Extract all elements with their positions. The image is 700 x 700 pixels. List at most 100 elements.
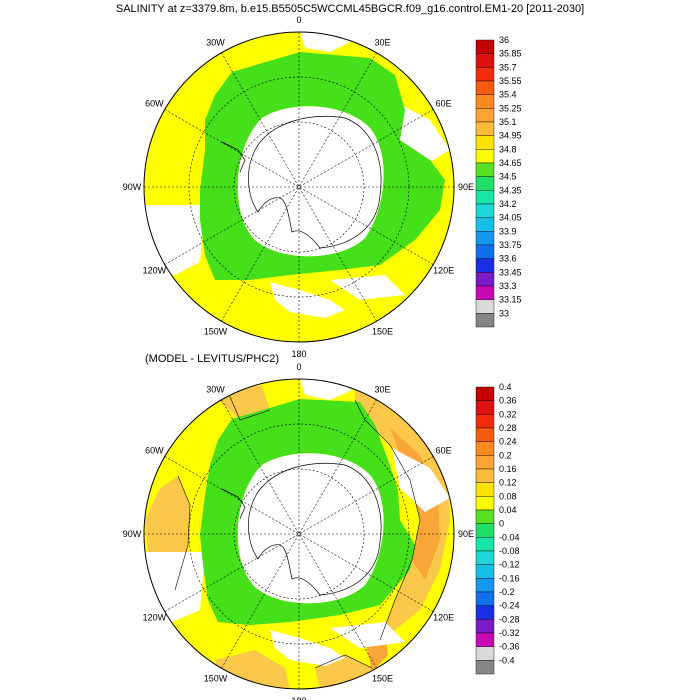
colorbar-tick-label: 0.08 [499, 491, 517, 501]
colorbar-tick-label: 35.4 [499, 90, 517, 100]
colorbar-swatch [475, 53, 495, 68]
longitude-label: 120E [433, 266, 454, 276]
colorbar-swatch [475, 244, 495, 259]
longitude-label: 60E [436, 99, 452, 109]
colorbar-tick-label: 35.7 [499, 62, 517, 72]
colorbar-swatch [475, 660, 495, 675]
colorbar-swatch [475, 313, 495, 328]
colorbar-swatch [475, 550, 495, 565]
colorbar-swatch [475, 400, 495, 415]
colorbar-tick-label: 34.35 [499, 185, 522, 195]
colorbar-tick-label: 35.55 [499, 76, 522, 86]
colorbar-swatch [475, 564, 495, 579]
colorbar-swatch [475, 578, 495, 593]
colorbar-tick-label: 33.3 [499, 281, 517, 291]
colorbar-swatch [475, 299, 495, 314]
salinity-map-border [143, 31, 455, 343]
difference-panel: (MODEL - LEVITUS/PHC2) [123, 353, 520, 700]
colorbar-tick-label: 0.36 [499, 396, 517, 406]
longitude-label: 60W [145, 99, 164, 109]
salinity-coastline [248, 115, 382, 249]
colorbar-tick-label: 35.25 [499, 103, 522, 113]
colorbar-swatch [475, 523, 495, 538]
colorbar-swatch [475, 94, 495, 109]
colorbar-swatch [475, 39, 495, 54]
colorbar-tick-label: 0.4 [499, 382, 512, 392]
longitude-label: 60W [145, 446, 164, 456]
longitude-label: 30W [206, 37, 225, 47]
salinity-missing-area [270, 282, 345, 318]
salinity-green-band [200, 52, 445, 280]
colorbar-swatch [475, 455, 495, 470]
colorbar-tick-label: 0.24 [499, 437, 517, 447]
colorbar-swatch [475, 537, 495, 552]
colorbar-tick-label: 0.12 [499, 478, 517, 488]
colorbar-swatch [475, 162, 495, 177]
salinity-colorbar: 36 35.85 35.7 35.55 35.4 35.25 35.1 34.95 34.8 34… [475, 35, 522, 328]
difference-contours [174, 384, 421, 669]
longitude-label: 120E [433, 613, 454, 623]
colorbar-tick-label: -0.08 [499, 546, 520, 556]
colorbar-swatch [475, 121, 495, 136]
colorbar-tick-label: 34.2 [499, 199, 517, 209]
longitude-label: 150E [372, 674, 393, 684]
colorbar-tick-label: -0.24 [499, 601, 520, 611]
colorbar-tick-label: 0 [499, 519, 504, 529]
longitude-label: 30W [206, 384, 225, 394]
longitude-label: 180 [291, 696, 306, 700]
colorbar-tick-label: 35.85 [499, 49, 522, 59]
colorbar-tick-label: -0.32 [499, 628, 520, 638]
difference-missing-area [392, 448, 450, 512]
colorbar-tick-label: 0.28 [499, 423, 517, 433]
colorbar-swatch [475, 217, 495, 232]
colorbar-swatch [475, 386, 495, 401]
difference-missing-area [144, 552, 205, 622]
colorbar-swatch [475, 176, 495, 191]
salinity-peninsula [221, 141, 246, 173]
colorbar-tick-label: 33.45 [499, 267, 522, 277]
colorbar-swatch [475, 272, 495, 287]
colorbar-swatch [475, 149, 495, 164]
salinity-graticule [144, 32, 454, 342]
difference-map [144, 379, 454, 689]
colorbar-swatch [475, 135, 495, 150]
difference-colorbar: 0.4 0.36 0.32 0.28 0.24 0.2 0.16 0.12 0.08 0.04 0 -… [475, 382, 520, 675]
salinity-missing-area [392, 100, 450, 165]
difference-missing-area [270, 630, 345, 666]
difference-title: (MODEL - LEVITUS/PHC2) [145, 353, 279, 365]
longitude-label: 90W [123, 529, 142, 539]
colorbar-swatch [475, 632, 495, 647]
colorbar-tick-label: 34.05 [499, 213, 522, 223]
difference-longitude-labels: 0 30E 60E 90E 120E 150E 180 150W 120W 90W 60W 30W [123, 362, 474, 700]
colorbar-swatch [475, 441, 495, 456]
colorbar-tick-label: 34.65 [499, 158, 522, 168]
colorbar-tick-label: 35.1 [499, 117, 517, 127]
colorbar-swatch [475, 203, 495, 218]
colorbar-tick-label: 0.16 [499, 464, 517, 474]
colorbar-tick-label: 0.32 [499, 409, 517, 419]
colorbar-tick-label: 33.75 [499, 240, 522, 250]
salinity-map [144, 32, 454, 342]
difference-missing-area [330, 622, 405, 648]
colorbar-tick-label: 36 [499, 35, 509, 45]
colorbar-swatch [475, 258, 495, 273]
longitude-label: 30E [374, 384, 390, 394]
colorbar-swatch [475, 414, 495, 429]
colorbar-swatch [475, 591, 495, 606]
colorbar-swatch [475, 482, 495, 497]
longitude-label: 90W [123, 182, 142, 192]
colorbar-tick-label: -0.16 [499, 573, 520, 583]
colorbar-tick-label: 34.8 [499, 144, 517, 154]
longitude-label: 120W [143, 266, 167, 276]
colorbar-swatch [475, 108, 495, 123]
longitude-label: 0 [296, 15, 301, 25]
colorbar-tick-label: -0.12 [499, 560, 520, 570]
longitude-label: 30E [374, 37, 390, 47]
colorbar-swatch [475, 605, 495, 620]
colorbar-tick-label: 33.15 [499, 295, 522, 305]
longitude-label: 90E [458, 182, 474, 192]
colorbar-swatch [475, 496, 495, 511]
difference-strong-positive-area [390, 428, 440, 580]
longitude-label: 150E [372, 327, 393, 337]
colorbar-swatch [475, 80, 495, 95]
